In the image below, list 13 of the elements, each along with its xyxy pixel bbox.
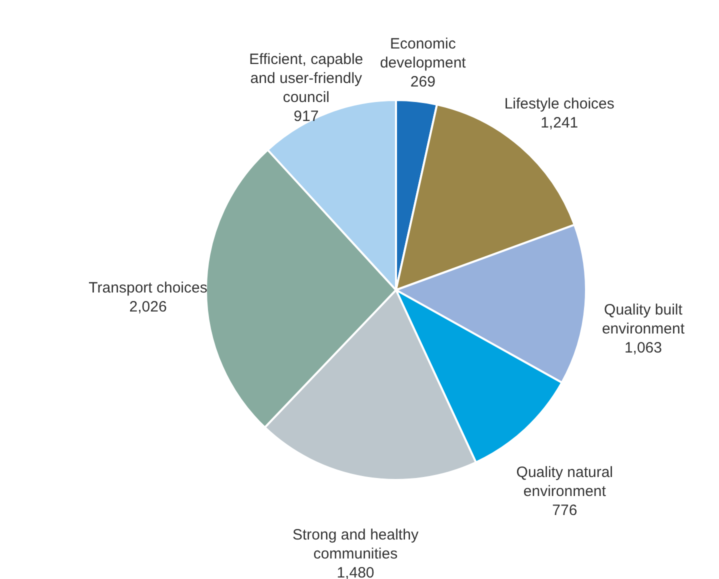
slice-label: Quality built environment bbox=[602, 302, 686, 338]
data-label: 2,026 bbox=[129, 298, 167, 316]
slice-label: Economic development bbox=[380, 35, 467, 72]
slice-label: Transport choices bbox=[88, 279, 208, 296]
slice-label: Efficient, capable and user-friendly council bbox=[249, 50, 364, 106]
data-label: 917 bbox=[294, 108, 319, 125]
data-label: 269 bbox=[410, 73, 436, 90]
slice-label: Strong and healthy communities bbox=[292, 526, 419, 563]
data-label: 1,063 bbox=[624, 340, 662, 357]
slice-label: Quality natural environment bbox=[516, 464, 614, 500]
slice-label: Lifestyle choices bbox=[504, 95, 614, 112]
data-label: 1,241 bbox=[540, 114, 578, 132]
data-label: 776 bbox=[552, 502, 578, 519]
